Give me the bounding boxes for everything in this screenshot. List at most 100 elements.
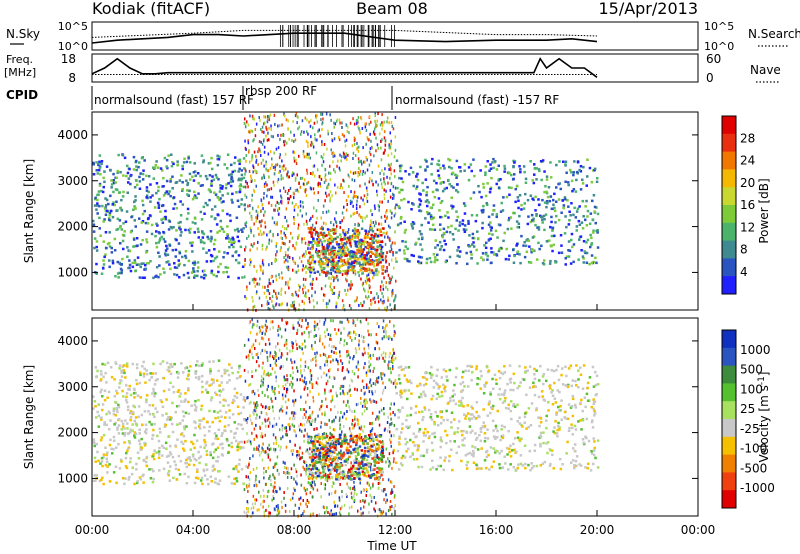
echo-cell	[359, 205, 361, 209]
echo-cell	[92, 219, 95, 223]
echo-cell	[348, 389, 351, 393]
echo-cell	[425, 257, 429, 261]
echo-cell	[250, 218, 253, 222]
echo-cell	[450, 185, 453, 188]
echo-cell	[346, 271, 349, 275]
echo-cell	[244, 258, 246, 262]
echo-cell	[230, 243, 233, 246]
echo-cell	[300, 395, 302, 399]
echo-cell	[295, 470, 298, 474]
echo-cell	[375, 340, 378, 344]
echo-cell	[393, 307, 395, 311]
echo-cell	[305, 278, 307, 282]
echo-cell	[253, 305, 256, 308]
echo-cell	[360, 252, 362, 255]
echo-cell	[328, 299, 331, 303]
echo-cell	[209, 372, 212, 375]
echo-cell	[154, 379, 158, 382]
echo-cell	[157, 439, 161, 443]
echo-cell	[438, 209, 441, 212]
nave-right-tick-bottom: 0	[706, 71, 714, 85]
echo-cell	[376, 254, 379, 257]
echo-cell	[226, 225, 229, 228]
echo-cell	[479, 169, 482, 172]
echo-cell	[578, 205, 581, 208]
echo-cell	[404, 228, 407, 232]
echo-cell	[424, 158, 427, 162]
echo-cell	[268, 118, 271, 122]
echo-cell	[229, 219, 232, 223]
echo-cell	[374, 432, 376, 436]
echo-cell	[356, 492, 358, 496]
echo-cell	[328, 369, 330, 373]
echo-cell	[380, 255, 384, 258]
echo-cell	[484, 246, 488, 250]
echo-cell	[275, 274, 277, 278]
echo-cell	[482, 208, 485, 212]
echo-cell	[173, 273, 176, 276]
echo-cell	[567, 205, 570, 208]
echo-cell	[394, 504, 396, 508]
echo-cell	[468, 245, 471, 248]
echo-cell	[317, 129, 319, 133]
echo-cell	[165, 447, 168, 450]
echo-cell	[341, 133, 344, 137]
echo-cell	[324, 173, 327, 177]
echo-cell	[314, 174, 316, 178]
echo-cell	[374, 382, 377, 386]
echo-cell	[596, 231, 599, 234]
echo-cell	[489, 237, 492, 240]
echo-cell	[293, 222, 295, 226]
echo-cell	[178, 262, 181, 266]
echo-cell	[345, 199, 348, 203]
echo-cell	[211, 465, 215, 468]
echo-cell	[485, 241, 488, 245]
echo-cell	[530, 250, 533, 254]
echo-cell	[287, 170, 289, 174]
echo-cell	[226, 192, 230, 195]
echo-cell	[191, 442, 195, 446]
echo-cell	[484, 194, 488, 198]
echo-cell	[341, 229, 345, 232]
echo-cell	[337, 368, 339, 372]
echo-cell	[562, 160, 565, 163]
echo-cell	[354, 241, 357, 244]
echo-cell	[157, 275, 160, 279]
echo-cell	[165, 412, 168, 415]
echo-cell	[340, 449, 342, 453]
echo-cell	[274, 489, 277, 493]
echo-cell	[510, 186, 513, 190]
echo-cell	[335, 276, 337, 280]
echo-cell	[456, 183, 459, 186]
echo-cell	[450, 224, 453, 228]
echo-cell	[137, 405, 141, 408]
echo-cell	[164, 424, 167, 427]
echo-cell	[372, 276, 374, 280]
echo-cell	[156, 224, 159, 227]
echo-cell	[502, 239, 505, 243]
echo-cell	[375, 333, 378, 336]
echo-cell	[250, 260, 252, 264]
echo-cell	[197, 266, 200, 269]
echo-cell	[275, 222, 277, 226]
echo-cell	[174, 248, 178, 252]
echo-cell	[100, 418, 103, 421]
echo-cell	[215, 393, 218, 396]
echo-cell	[268, 338, 270, 342]
echo-cell	[94, 460, 97, 463]
echo-cell	[216, 460, 219, 463]
echo-cell	[333, 420, 335, 424]
echo-cell	[377, 380, 379, 384]
echo-cell	[263, 450, 265, 453]
echo-cell	[302, 283, 305, 287]
echo-cell	[246, 285, 248, 289]
echo-cell	[353, 190, 356, 194]
echo-cell	[330, 272, 333, 275]
echo-cell	[575, 210, 579, 213]
echo-cell	[393, 380, 396, 384]
echo-cell	[366, 196, 368, 200]
echo-cell	[320, 155, 323, 159]
echo-cell	[231, 170, 234, 174]
echo-cell	[147, 175, 151, 178]
echo-cell	[394, 494, 396, 498]
